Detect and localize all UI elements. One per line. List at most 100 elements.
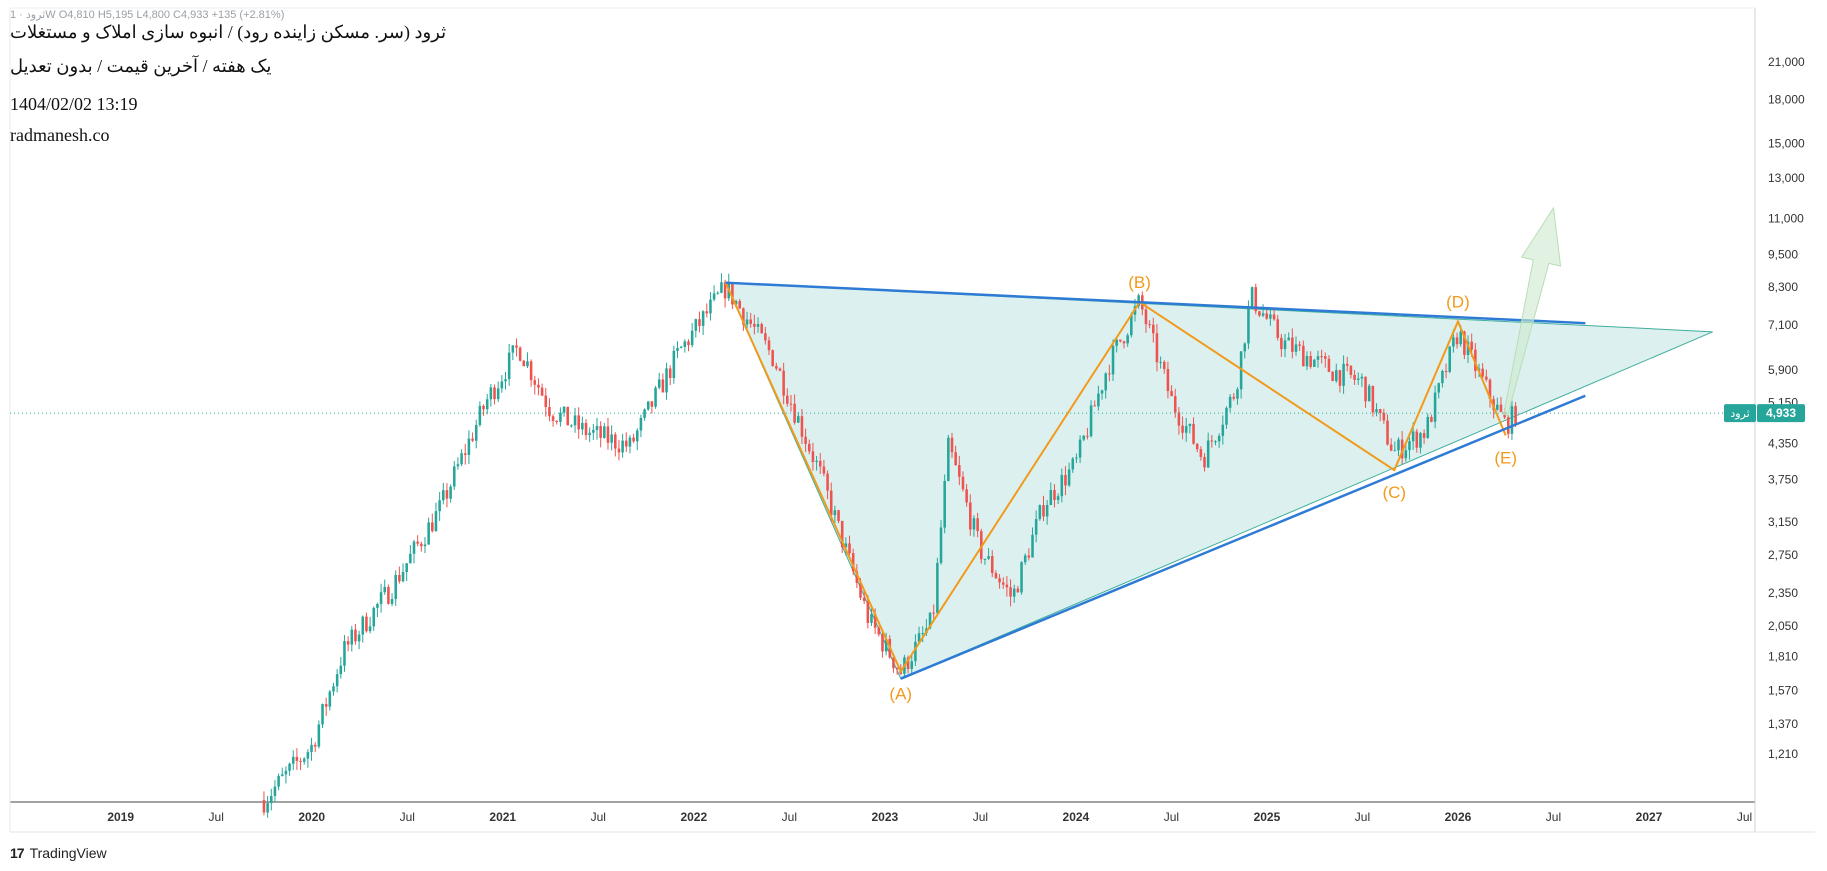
candle-body	[1382, 412, 1386, 421]
candle-body	[1386, 420, 1389, 445]
candle-body	[449, 486, 452, 499]
tradingview-footer[interactable]: 17 TradingView	[10, 845, 107, 861]
price-tick-label: 8,300	[1768, 280, 1798, 294]
candle-body	[1056, 496, 1060, 501]
price-tick-label: 3,750	[1768, 473, 1798, 487]
candle-body	[273, 786, 277, 796]
candle-body	[559, 412, 562, 422]
candle-body	[958, 465, 961, 477]
brand-label: TradingView	[29, 845, 107, 861]
candle-body	[291, 756, 295, 764]
candle-body	[654, 387, 657, 407]
candle-body	[1214, 441, 1217, 443]
candle-body	[1210, 440, 1214, 442]
candle-body	[277, 775, 280, 787]
time-tick-label: 2024	[1063, 810, 1090, 824]
candle-body	[756, 324, 760, 327]
time-tick-label: 2019	[107, 810, 134, 824]
time-tick-label: 2027	[1636, 810, 1663, 824]
candle-body	[1360, 376, 1364, 379]
candle-body	[1331, 371, 1334, 381]
candle-body	[1455, 337, 1459, 345]
candle-body	[1514, 406, 1517, 425]
price-tick-label: 9,500	[1768, 247, 1798, 261]
candle-body	[1166, 368, 1170, 392]
candle-body	[939, 527, 943, 563]
candle-body	[573, 415, 577, 426]
candle-body	[1389, 444, 1393, 451]
candle-body	[394, 574, 397, 600]
candle-body	[1466, 341, 1470, 355]
candle-body	[661, 379, 665, 393]
price-tick-label: 7,100	[1768, 318, 1798, 332]
candle-body	[1345, 363, 1349, 366]
candle-body	[588, 432, 591, 436]
candle-body	[848, 543, 851, 554]
candle-body	[789, 403, 793, 405]
wave-lines	[724, 282, 1507, 674]
candle-body	[1082, 435, 1086, 440]
candle-body	[343, 641, 346, 666]
candle-body	[840, 520, 844, 548]
candle-body	[884, 638, 888, 652]
candle-body	[1280, 337, 1283, 350]
price-tick-label: 3,150	[1768, 515, 1798, 529]
candle-body	[851, 553, 855, 572]
candle-body	[427, 522, 430, 545]
candle-body	[862, 597, 866, 602]
candle-body	[1349, 365, 1353, 375]
candle-body	[1016, 588, 1020, 593]
candle-body	[1276, 319, 1279, 338]
candle-body	[771, 350, 774, 367]
candle-body	[782, 370, 785, 396]
candle-body	[544, 395, 548, 408]
candle-body	[672, 350, 676, 378]
ohlc-legend: ثرود · 1W O4,810 H5,195 L4,800 C4,933 +1…	[10, 9, 285, 21]
candle-body	[1298, 344, 1301, 346]
candle-body	[405, 563, 408, 572]
price-axis[interactable]: 21,000 18,000 15,000 13,000 11,000 9,500 8,300…	[9, 7, 1815, 833]
lower-trendline	[900, 394, 1586, 680]
candle-body	[1119, 339, 1122, 342]
time-tick-label: 2020	[298, 810, 325, 824]
price-tag-symbol-bg	[1724, 404, 1756, 423]
candle-body	[1162, 361, 1166, 369]
candle-body	[1378, 409, 1382, 413]
price-tag-value: 4,933	[1766, 406, 1796, 420]
time-tick-label: Jul	[1355, 810, 1370, 824]
candle-body	[493, 387, 496, 400]
time-tick-label: 2022	[680, 810, 707, 824]
wave-label: (B)	[1128, 273, 1151, 292]
candle-body	[456, 464, 460, 467]
candle-body	[818, 460, 822, 467]
price-tick-label: 15,000	[1768, 137, 1805, 151]
candle-body	[1404, 450, 1408, 459]
candle-body	[694, 319, 698, 331]
candle-body	[1327, 358, 1331, 372]
candle-body	[976, 518, 979, 532]
candle-body	[610, 434, 613, 443]
candle-body	[811, 451, 815, 463]
candle-body	[387, 586, 390, 604]
candle-body	[442, 490, 445, 501]
candle-body	[1111, 345, 1115, 375]
candle-body	[346, 641, 350, 645]
candle-body	[606, 426, 610, 443]
candle-body	[614, 434, 617, 449]
candle-body	[829, 490, 833, 516]
candle-body	[555, 420, 559, 422]
candle-body	[299, 760, 302, 762]
time-axis[interactable]: 2019 Jul 2020 Jul 2021 Jul 2022 Jul 2023 Jul 2024 J…	[107, 810, 1752, 824]
candle-body	[409, 553, 412, 564]
candle-body	[354, 629, 357, 642]
candle-body	[332, 686, 335, 692]
candle-body	[998, 578, 1001, 583]
candle-body	[1422, 433, 1426, 438]
candle-body	[1305, 355, 1309, 367]
candle-body	[716, 292, 720, 294]
candle-body	[478, 405, 482, 425]
candle-body	[507, 352, 511, 380]
candle-body	[603, 426, 606, 438]
candle-body	[1001, 582, 1005, 585]
